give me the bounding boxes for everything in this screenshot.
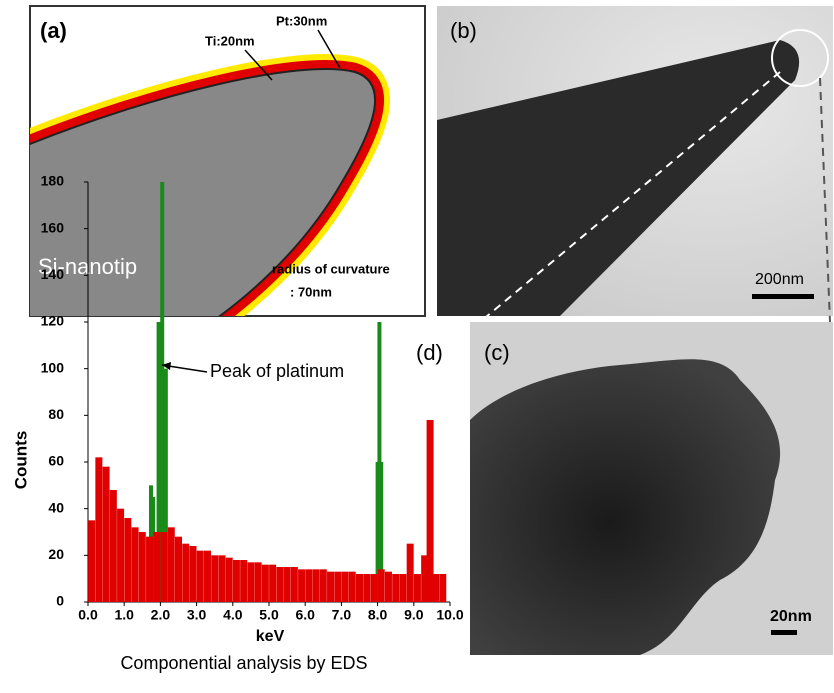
x-tick-label: 5.0 (259, 607, 279, 623)
y-tick-label: 180 (41, 173, 65, 189)
bar (146, 537, 153, 602)
x-tick-label: 0.0 (78, 607, 98, 623)
bar (211, 555, 218, 602)
y-tick-label: 160 (41, 219, 65, 235)
y-tick-label: 20 (48, 546, 64, 562)
scale-label: 200nm (755, 271, 804, 288)
bar (327, 572, 334, 602)
bar (334, 572, 341, 602)
bar (175, 537, 182, 602)
y-tick-label: 40 (48, 499, 64, 515)
bar (305, 569, 312, 602)
panel-label: (d) (416, 340, 443, 365)
bar (204, 551, 211, 602)
x-tick-label: 7.0 (332, 607, 352, 623)
panel-c: (c) 20nm (470, 322, 833, 655)
bar (103, 467, 110, 602)
bar (240, 560, 247, 602)
bar (342, 572, 349, 602)
x-axis-label: keV (256, 628, 285, 645)
bar (407, 544, 414, 602)
bar (385, 572, 392, 602)
bar (218, 555, 225, 602)
y-tick-label: 120 (41, 313, 65, 329)
bar (132, 527, 139, 602)
ti-label: Ti:20nm (205, 33, 255, 48)
bar (88, 520, 95, 602)
panel-label: (a) (40, 18, 67, 43)
x-tick-label: 3.0 (187, 607, 207, 623)
bar (313, 569, 320, 602)
bar (421, 555, 428, 602)
y-tick-label: 80 (48, 406, 64, 422)
scale-bar (752, 294, 814, 299)
bar (247, 562, 254, 602)
radius-value: : 70nm (290, 284, 332, 299)
bar (298, 569, 305, 602)
x-tick-label: 6.0 (295, 607, 315, 623)
bar (197, 551, 204, 602)
bar (117, 509, 124, 602)
bar (363, 574, 370, 602)
bar (262, 565, 269, 602)
bar (378, 569, 385, 602)
figure: (a) Ti:20nm Pt:30nm Si-nanotip radius of… (0, 0, 834, 688)
y-tick-label: 100 (41, 359, 65, 375)
x-tick-label: 8.0 (368, 607, 388, 623)
x-tick-label: 10.0 (436, 607, 463, 623)
y-tick-label: 0 (56, 593, 64, 609)
annotation: Peak of platinum (210, 361, 344, 381)
panel-label: (c) (484, 340, 510, 365)
bar (414, 574, 421, 602)
bar (153, 532, 160, 602)
panel-label: (b) (450, 18, 477, 43)
caption: Componential analysis by EDS (120, 653, 367, 673)
y-axis-label: Counts (11, 431, 30, 490)
bar (320, 569, 327, 602)
bar (226, 558, 233, 602)
pt-label: Pt:30nm (276, 13, 327, 28)
bar (356, 574, 363, 602)
y-tick-label: 60 (48, 453, 64, 469)
x-tick-label: 9.0 (404, 607, 424, 623)
bar (269, 565, 276, 602)
bar (399, 574, 406, 602)
bar (168, 527, 175, 602)
panel-a: (a) Ti:20nm Pt:30nm Si-nanotip radius of… (20, 6, 425, 330)
scale-label: 20nm (770, 608, 812, 625)
radius-label: radius of curvature (272, 261, 390, 276)
bar (139, 532, 146, 602)
bar (161, 532, 168, 602)
bar (392, 574, 399, 602)
x-tick-label: 1.0 (114, 607, 134, 623)
bar (95, 457, 102, 602)
bar (182, 544, 189, 602)
x-tick-label: 4.0 (223, 607, 243, 623)
scale-bar (771, 630, 797, 635)
x-tick-label: 2.0 (151, 607, 171, 623)
panel-b: (b) 200nm (437, 6, 833, 322)
bar (110, 490, 117, 602)
bar (370, 574, 377, 602)
y-tick-label: 140 (41, 266, 65, 282)
bar (255, 562, 262, 602)
bar (291, 567, 298, 602)
bar (284, 567, 291, 602)
bar (349, 572, 356, 602)
bar (276, 567, 283, 602)
bar (233, 560, 240, 602)
bar (439, 574, 446, 602)
bar (189, 546, 196, 602)
bar (124, 518, 131, 602)
